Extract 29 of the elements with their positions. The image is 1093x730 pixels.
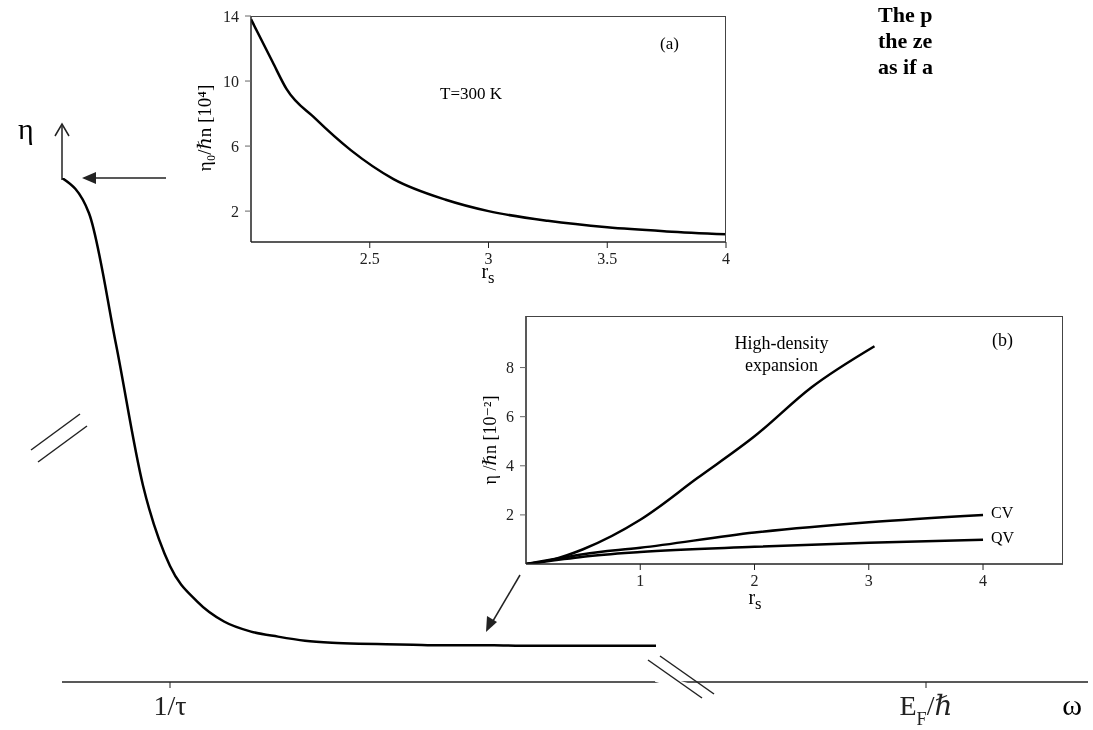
y-tick-label: 14 [223, 7, 239, 25]
y-axis-title: η /ℏn [10⁻²] [479, 395, 501, 485]
annotation: (a) [660, 34, 679, 54]
x-tick-label: 3 [864, 572, 873, 590]
text: as if a [878, 54, 933, 80]
y-axis-title: η [18, 112, 34, 146]
annotation: T=300 K [440, 84, 502, 104]
text: the ze [878, 28, 933, 54]
y-tick-label: 2 [231, 202, 239, 220]
x-tick-label: 1 [636, 572, 645, 590]
y-tick-label: 2 [506, 506, 514, 524]
y-tick-label: 4 [506, 457, 514, 475]
y-tick-label: 8 [506, 359, 514, 377]
x-tick-label: 3.5 [597, 250, 618, 268]
x-tick-label: 1/τ [153, 690, 187, 722]
text: The p [878, 2, 933, 28]
x-tick-label: 4 [722, 250, 730, 268]
series-label: QV [991, 528, 1015, 547]
x-tick-label: 4 [979, 572, 988, 590]
y-tick-label: 6 [231, 137, 239, 155]
x-axis-title: ω [1062, 688, 1082, 722]
x-tick-label: 2.5 [359, 250, 380, 268]
series-label: CV [991, 503, 1014, 522]
y-tick-label: 10 [223, 72, 239, 90]
annotation: (b) [992, 330, 1013, 351]
y-axis-title: η₀/ℏn [10⁴] [192, 84, 216, 172]
x-tick-label: E$_{F}$/ℏ [899, 690, 953, 730]
y-tick-label: 6 [506, 408, 514, 426]
series-label: High-density expansion [733, 332, 830, 377]
